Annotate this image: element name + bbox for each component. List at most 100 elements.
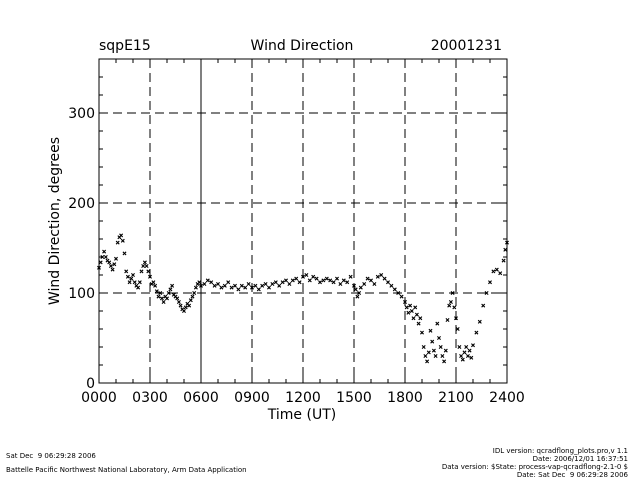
data-point: [287, 282, 292, 286]
data-point: [474, 330, 479, 335]
data-point: [158, 291, 163, 295]
data-point: [324, 276, 329, 281]
data-point: [335, 276, 339, 281]
x-tick-label: 0600: [183, 390, 219, 406]
data-point: [260, 283, 265, 288]
data-point: [406, 310, 411, 315]
footer-date-sat: Date: Sat Dec 9 06:29:28 2006: [516, 471, 628, 479]
x-tick-label: 2400: [489, 390, 525, 406]
date-label: 20001231: [431, 38, 502, 54]
data-point: [294, 276, 299, 281]
data-point: [409, 309, 414, 313]
data-point: [304, 273, 309, 277]
data-point: [399, 294, 404, 299]
data-point: [124, 269, 129, 274]
data-point: [202, 282, 207, 286]
x-tick-label: 1200: [285, 390, 321, 406]
data-point: [175, 296, 180, 301]
data-point: [182, 309, 186, 313]
data-point: [450, 291, 455, 295]
data-point: [494, 267, 499, 272]
data-point: [420, 330, 424, 335]
data-point: [345, 280, 350, 285]
data-point: [430, 339, 435, 344]
y-tick-label: 0: [86, 376, 95, 392]
data-point: [408, 303, 413, 308]
data-point: [102, 249, 107, 254]
data-point: [459, 354, 464, 358]
data-point: [464, 345, 469, 349]
data-point: [314, 276, 319, 281]
data-point: [132, 280, 137, 285]
data-point: [199, 283, 203, 288]
data-point: [431, 348, 436, 353]
data-point: [462, 350, 467, 355]
data-point: [139, 269, 144, 274]
data-point: [114, 256, 118, 261]
data-point: [161, 300, 166, 304]
data-point: [229, 285, 234, 290]
footer-data-version: Data version: $State: process-vap-qcradf…: [441, 463, 628, 471]
data-point: [418, 316, 423, 321]
data-point: [148, 274, 152, 279]
y-tick-labels: 0 100 200 300: [68, 106, 95, 392]
chart-title: Wind Direction: [251, 38, 354, 54]
x-axis-label: Time (UT): [267, 407, 336, 423]
data-point: [197, 280, 202, 285]
data-point: [239, 283, 244, 288]
data-point: [447, 303, 452, 308]
data-point: [440, 354, 445, 358]
data-point: [119, 233, 124, 238]
data-point: [437, 336, 441, 340]
footer-date-line: Date: 2006/12/01 16:37:51: [532, 455, 628, 463]
data-point: [188, 298, 193, 303]
y-axis-label: Wind Direction, degrees: [47, 137, 63, 305]
data-point: [328, 278, 333, 283]
data-point: [301, 274, 305, 279]
data-point: [321, 278, 326, 283]
data-point: [205, 278, 210, 283]
data-point: [115, 240, 120, 245]
data-point: [165, 296, 169, 301]
data-point: [411, 316, 416, 321]
data-point: [311, 274, 316, 279]
data-point: [341, 278, 346, 283]
data-point: [120, 238, 125, 243]
data-point: [389, 283, 394, 288]
data-point: [352, 283, 356, 288]
data-point: [455, 327, 460, 331]
data-point: [108, 264, 113, 268]
data-point: [448, 300, 453, 304]
data-point: [209, 280, 214, 285]
data-point: [246, 282, 251, 286]
data-point: [460, 357, 465, 362]
data-point: [168, 287, 173, 292]
data-point: [153, 283, 158, 288]
data-point: [226, 280, 231, 285]
data-point: [488, 280, 492, 285]
x-tick-label: 1500: [336, 390, 372, 406]
data-point: [187, 303, 192, 308]
site-label: sqpE15: [99, 38, 151, 54]
data-point: [190, 294, 195, 299]
axis-ticks: [98, 58, 508, 384]
data-point: [297, 280, 302, 285]
data-point: [273, 280, 278, 285]
x-tick-label: 0900: [234, 390, 270, 406]
data-point: [144, 264, 149, 268]
data-point: [491, 269, 496, 274]
data-point: [290, 278, 295, 283]
data-point: [348, 274, 353, 279]
data-point: [421, 345, 426, 349]
data-point: [110, 267, 115, 272]
data-point: [477, 319, 482, 324]
data-point: [284, 278, 288, 283]
footer-idl-version: IDL version: qcradflong_plots.pro,v 1.1: [492, 447, 628, 455]
x-tick-labels: 0000 0300 0600 0900 1200 1500 1800 2100 2400: [81, 390, 525, 406]
data-point: [250, 285, 254, 290]
data-point: [358, 285, 363, 290]
data-point: [386, 280, 390, 285]
data-point: [142, 260, 147, 265]
data-point: [137, 280, 142, 285]
data-point: [98, 260, 103, 265]
